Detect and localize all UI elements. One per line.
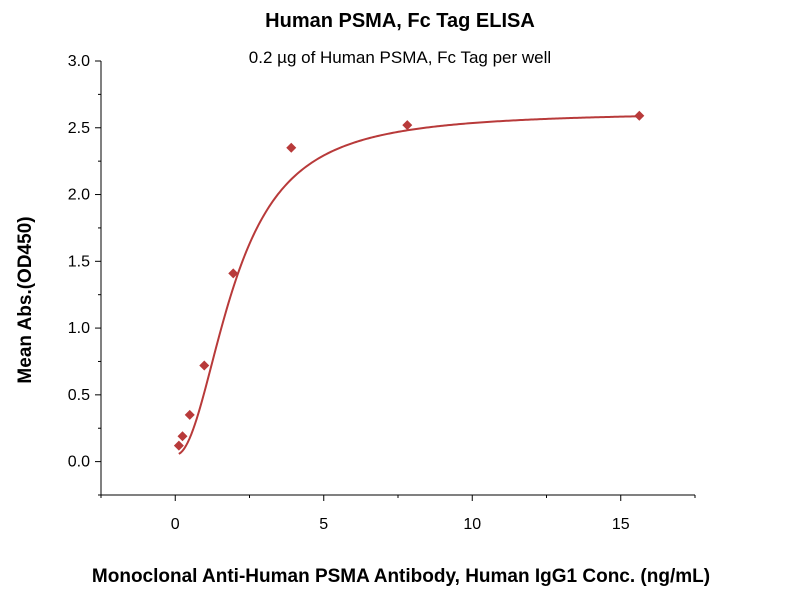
axes: 0.0 0.5 1.0 1.5 2.0 2.5 3.0 0 5 10 15 bbox=[68, 53, 696, 533]
chart-subtitle: 0.2 µg of Human PSMA, Fc Tag per well bbox=[249, 48, 551, 67]
x-tick-label: 15 bbox=[612, 516, 630, 533]
data-points bbox=[173, 110, 645, 451]
x-tick-label: 0 bbox=[171, 516, 180, 533]
y-tick-label: 2.5 bbox=[68, 120, 90, 137]
data-point bbox=[177, 431, 188, 442]
data-point bbox=[199, 360, 210, 371]
fit-curve-layer bbox=[178, 115, 640, 455]
x-tick-label: 5 bbox=[319, 516, 328, 533]
data-point bbox=[184, 409, 195, 420]
x-tick-label: 10 bbox=[463, 516, 481, 533]
data-point bbox=[634, 110, 645, 121]
data-point bbox=[286, 142, 297, 153]
data-point bbox=[173, 440, 184, 451]
y-tick-label: 1.5 bbox=[68, 253, 90, 270]
y-tick-label: 1.0 bbox=[68, 320, 90, 337]
y-tick-label: 3.0 bbox=[68, 53, 90, 70]
y-tick-label: 0.0 bbox=[68, 454, 90, 471]
chart-title: Human PSMA, Fc Tag ELISA bbox=[265, 10, 535, 32]
y-axis-label: Mean Abs.(OD450) bbox=[15, 216, 36, 383]
y-tick-label: 0.5 bbox=[68, 387, 90, 404]
y-tick-label: 2.0 bbox=[68, 187, 90, 204]
x-axis-label: Monoclonal Anti-Human PSMA Antibody, Hum… bbox=[92, 566, 710, 587]
fit-curve bbox=[178, 115, 640, 455]
data-point bbox=[228, 268, 239, 279]
data-point bbox=[402, 120, 413, 131]
